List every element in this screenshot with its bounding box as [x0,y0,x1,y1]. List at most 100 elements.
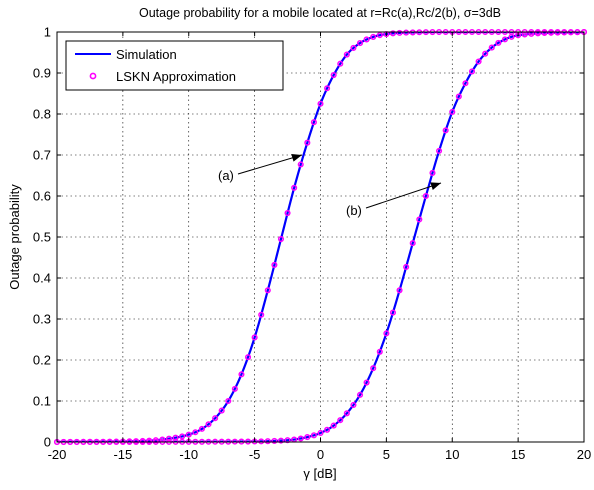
series-marker-lskn-approximation-b [396,287,403,294]
y-tick-label: 0.5 [33,230,51,245]
legend-box [65,40,284,91]
series-marker-lskn-approximation-b [429,169,436,176]
series-marker-lskn-approximation-b [356,391,364,398]
legend-lskn-label: LSKN Approximation [116,69,236,84]
series-marker-lskn-approximation-a [370,33,377,40]
series-marker-lskn-approximation-a [179,433,186,440]
legend: Simulation LSKN Approximation [65,40,284,91]
series-marker-lskn-approximation-b [455,93,462,100]
y-tick-label: 0.2 [33,353,51,368]
series-marker-lskn-approximation-a [185,431,192,438]
series-marker-lskn-approximation-a [284,209,291,217]
series-marker-lskn-approximation-a [165,435,173,442]
x-tick-label: 15 [511,447,525,462]
y-tick-label: 0 [44,435,51,450]
series-marker-lskn-approximation-b [488,44,495,51]
series-marker-lskn-approximation-b [554,29,561,36]
series-marker-lskn-approximation-b [534,30,541,37]
series-marker-lskn-approximation-b [284,437,291,444]
series-marker-lskn-approximation-b [317,429,324,437]
series-marker-lskn-approximation-a [212,415,219,422]
series-marker-lskn-approximation-a [192,429,199,436]
series-marker-lskn-approximation-b [495,39,502,46]
series-marker-lskn-approximation-a [198,425,205,432]
series-marker-lskn-approximation-a [363,36,370,43]
y-axis-label: Outage probability [7,184,22,290]
series-marker-lskn-approximation-b [297,435,304,442]
series-marker-lskn-approximation-b [409,240,416,247]
x-tick-label: 0 [317,447,324,462]
series-marker-lskn-approximation-a [244,354,252,361]
x-tick-labels: -20 -15 -10 -5 0 5 10 15 20 [48,447,592,462]
series-marker-lskn-approximation-b [416,216,423,223]
series-marker-lskn-approximation-a [205,421,212,428]
chart-title: Outage probability for a mobile located … [139,6,501,20]
annotation-b-label: (b) [346,203,362,218]
series-marker-lskn-approximation-b [541,29,548,37]
series-marker-lskn-approximation-b [310,432,317,439]
series-marker-lskn-approximation-b [468,68,476,75]
series-marker-lskn-approximation-a [238,371,245,378]
x-tick-label: 20 [577,447,591,462]
series-marker-lskn-approximation-a [317,100,324,107]
x-tick-label: -20 [48,447,67,462]
series-marker-lskn-approximation-b [271,437,278,444]
y-tick-label: 1 [44,25,51,40]
plot-area [57,32,584,442]
annotation-b-arrow [365,182,442,209]
series-marker-lskn-approximation-a [310,119,317,126]
series-marker-lskn-approximation-a [291,184,298,191]
grid [57,32,584,442]
x-tick-label: -15 [113,447,132,462]
series-marker-lskn-approximation-b [343,410,350,417]
series-marker-lskn-approximation-b [330,422,337,429]
y-tick-label: 0.8 [33,107,51,122]
annotation-a-label: (a) [218,168,234,183]
series-marker-lskn-approximation-b [376,348,383,355]
series-marker-lskn-approximation-a [330,72,337,79]
x-axis-label: γ [dB] [303,466,336,481]
x-tick-label: -5 [249,447,261,462]
legend-lskn-swatch [89,72,97,80]
series-marker-lskn-approximation-b [508,33,515,40]
y-tick-label: 0.3 [33,312,51,327]
legend-simulation-label: Simulation [116,47,177,62]
series-marker-lskn-approximation-a [264,287,271,294]
series-marker-lskn-approximation-a [343,51,350,58]
y-tick-label: 0.7 [33,148,51,163]
y-tick-label: 0.6 [33,189,51,204]
series-marker-lskn-approximation-a [389,30,397,37]
series-marker-lskn-approximation-b [442,127,449,134]
x-tick-label: 5 [383,447,390,462]
series-marker-lskn-approximation-b [363,379,370,386]
series-marker-lskn-approximation-b [475,58,482,65]
series-marker-lskn-approximation-b [548,29,555,36]
series-marker-lskn-approximation-b [277,437,285,444]
series-marker-lskn-approximation-b [422,192,429,200]
series-marker-lskn-approximation-a [218,407,225,414]
series-marker-lskn-approximation-a [356,40,364,47]
x-tick-label: 10 [445,447,459,462]
y-tick-label: 0.9 [33,66,51,81]
x-tick-label: -10 [179,447,198,462]
annotation-b-arrowhead [430,182,441,190]
series-marker-lskn-approximation-a [297,161,304,168]
series-marker-lskn-approximation-b [304,434,311,441]
series-marker-lskn-approximation-a [225,397,232,405]
series-marker-lskn-approximation-b [337,417,344,424]
y-tick-label: 0.4 [33,271,51,286]
series-marker-lskn-approximation-a [350,44,357,51]
series-marker-lskn-approximation-b [403,263,410,271]
y-tick-label: 0.1 [33,394,51,409]
series-marker-lskn-approximation-a [271,261,278,268]
series-marker-lskn-approximation-b [350,401,357,409]
series-marker-lskn-approximation-a [396,29,403,36]
series-marker-lskn-approximation-a [304,139,311,146]
series-marker-lskn-approximation-a [258,311,265,318]
series-marker-lskn-approximation-b [324,426,331,433]
series-marker-lskn-approximation-b [258,438,265,445]
series-marker-lskn-approximation-a [251,334,258,341]
series-marker-lskn-approximation-b [370,365,377,372]
series-marker-lskn-approximation-b [482,50,489,57]
